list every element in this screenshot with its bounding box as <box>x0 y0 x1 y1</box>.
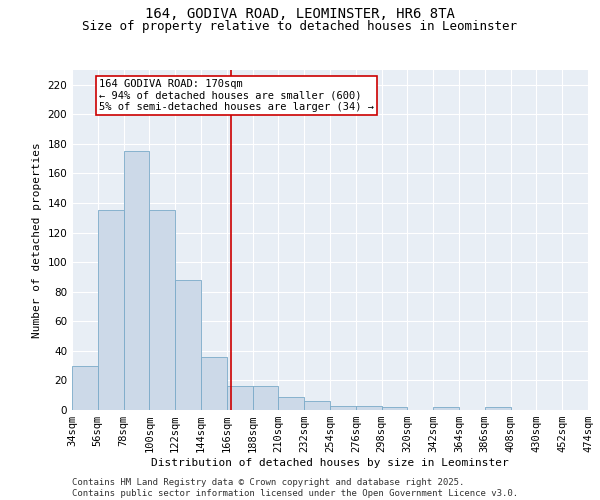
Text: Contains HM Land Registry data © Crown copyright and database right 2025.
Contai: Contains HM Land Registry data © Crown c… <box>72 478 518 498</box>
Text: 164 GODIVA ROAD: 170sqm
← 94% of detached houses are smaller (600)
5% of semi-de: 164 GODIVA ROAD: 170sqm ← 94% of detache… <box>99 79 374 112</box>
Bar <box>149 210 175 410</box>
Bar <box>278 396 304 410</box>
X-axis label: Distribution of detached houses by size in Leominster: Distribution of detached houses by size … <box>151 458 509 468</box>
Bar <box>382 407 407 410</box>
Bar <box>485 407 511 410</box>
Bar <box>356 406 382 410</box>
Y-axis label: Number of detached properties: Number of detached properties <box>32 142 42 338</box>
Bar <box>201 357 227 410</box>
Bar <box>175 280 201 410</box>
Bar <box>330 406 356 410</box>
Text: 164, GODIVA ROAD, LEOMINSTER, HR6 8TA: 164, GODIVA ROAD, LEOMINSTER, HR6 8TA <box>145 8 455 22</box>
Bar <box>433 407 459 410</box>
Bar <box>253 386 278 410</box>
Bar <box>98 210 124 410</box>
Bar <box>72 366 98 410</box>
Text: Size of property relative to detached houses in Leominster: Size of property relative to detached ho… <box>83 20 517 33</box>
Bar <box>227 386 253 410</box>
Bar <box>304 401 330 410</box>
Bar <box>124 152 149 410</box>
